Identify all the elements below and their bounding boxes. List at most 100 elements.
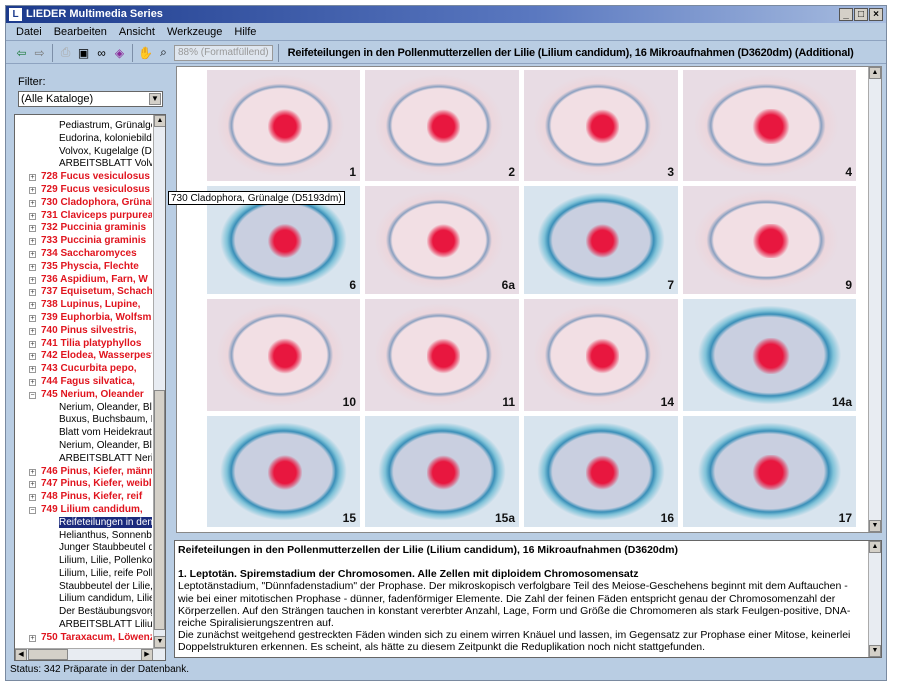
tree-item[interactable]: +735 Physcia, Flechte <box>15 261 152 274</box>
tree-item[interactable]: Buxus, Buchsbaum, B <box>15 414 152 427</box>
micrograph-2[interactable]: 2 <box>365 70 519 181</box>
micrograph-9[interactable]: 9 <box>683 186 856 294</box>
expand-icon[interactable]: + <box>29 174 36 182</box>
expand-icon[interactable]: + <box>29 302 36 310</box>
micrograph-15[interactable]: 15 <box>207 416 360 527</box>
tree-item[interactable]: ARBEITSBLATT Nerium <box>15 453 152 466</box>
scroll-up-button[interactable]: ▲ <box>869 67 881 79</box>
tree-item[interactable]: Lilium, Lilie, Pollenkorn <box>15 555 152 568</box>
micrograph-11[interactable]: 11 <box>365 299 519 411</box>
description-pane[interactable]: Reifeteilungen in den Pollenmutterzellen… <box>174 540 882 658</box>
hand-icon[interactable]: ✋ <box>138 45 153 60</box>
micrograph-6a[interactable]: 6a <box>365 186 519 294</box>
tree-item[interactable]: Volvox, Kugelalge (D <box>15 146 152 159</box>
tree-item[interactable]: +732 Puccinia graminis <box>15 222 152 235</box>
print-icon[interactable]: ⎙ <box>60 45 71 59</box>
micrograph-7[interactable]: 7 <box>524 186 678 294</box>
fullscreen-icon[interactable]: ▣ <box>77 45 90 60</box>
magnifier-icon[interactable]: ⌕ <box>160 45 167 59</box>
expand-icon[interactable]: + <box>29 263 36 271</box>
scrollbar-thumb[interactable] <box>28 649 68 660</box>
expand-icon[interactable]: + <box>29 378 36 386</box>
scroll-up-button[interactable]: ▲ <box>154 115 165 127</box>
micrograph-4[interactable]: 4 <box>683 70 856 181</box>
expand-icon[interactable]: + <box>29 238 36 246</box>
tree-item[interactable]: Staubbeutel der Lilie, <box>15 581 152 594</box>
micrograph-16[interactable]: 16 <box>524 416 678 527</box>
tree-item[interactable]: +729 Fucus vesiculosus <box>15 184 152 197</box>
tree-item[interactable]: +737 Equisetum, Schachtelhalm <box>15 286 152 299</box>
tree-item[interactable]: +734 Saccharomyces <box>15 248 152 261</box>
image-viewer[interactable]: 1 2 3 4 6 6a 7 9 10 11 14 14a 15 15a 16 17 ▲ ▼ <box>176 66 882 533</box>
micrograph-14a[interactable]: 14a <box>683 299 856 411</box>
expand-icon[interactable]: + <box>29 250 36 258</box>
tree-item[interactable]: ARBEITSBLATT Volvox <box>15 158 152 171</box>
expand-icon[interactable]: + <box>29 212 36 220</box>
catalog-filter-select[interactable]: (Alle Kataloge) ▼ <box>18 91 163 107</box>
book-icon[interactable]: ◈ <box>114 45 125 60</box>
menu-bearbeiten[interactable]: Bearbeiten <box>53 26 107 38</box>
binoculars-icon[interactable]: ∞ <box>97 45 106 60</box>
micrograph-14[interactable]: 14 <box>524 299 678 411</box>
expand-icon[interactable]: + <box>29 353 36 361</box>
micrograph-1[interactable]: 1 <box>207 70 360 181</box>
collapse-icon[interactable]: − <box>29 391 36 399</box>
expand-icon[interactable]: + <box>29 186 36 194</box>
tree-item[interactable]: Nerium, Oleander, Bl <box>15 440 152 453</box>
expand-icon[interactable]: + <box>29 327 36 335</box>
tree-item[interactable]: +748 Pinus, Kiefer, reif <box>15 491 152 504</box>
scroll-down-button[interactable]: ▼ <box>154 636 165 648</box>
tree-item[interactable]: +739 Euphorbia, Wolfsmilch <box>15 312 152 325</box>
catalog-tree[interactable]: Pediastrum, Grünalge Eudorina, koloniebil… <box>14 114 166 661</box>
tree-item[interactable]: −749 Lilium candidum, <box>15 504 152 517</box>
scroll-down-button[interactable]: ▼ <box>869 520 881 532</box>
expand-icon[interactable]: + <box>29 494 36 502</box>
tree-item[interactable]: Junger Staubbeutel d <box>15 542 152 555</box>
minimize-button[interactable]: _ <box>839 8 853 21</box>
back-arrow-icon[interactable]: ⇦ <box>16 45 27 60</box>
micrograph-10[interactable]: 10 <box>207 299 360 411</box>
tree-item[interactable]: Helianthus, Sonnenblume <box>15 530 152 543</box>
tree-item[interactable]: −745 Nerium, Oleander <box>15 389 152 402</box>
tree-item[interactable]: +741 Tilia platyphyllos <box>15 338 152 351</box>
expand-icon[interactable]: + <box>29 225 36 233</box>
tree-item[interactable]: Blatt vom Heidekraut <box>15 427 152 440</box>
description-scrollbar[interactable]: ▲ ▼ <box>868 541 881 657</box>
forward-arrow-icon[interactable]: ⇨ <box>34 45 45 60</box>
micrograph-15a[interactable]: 15a <box>365 416 519 527</box>
expand-icon[interactable]: + <box>29 366 36 374</box>
tree-item[interactable]: +743 Cucurbita pepo, <box>15 363 152 376</box>
close-button[interactable]: × <box>869 8 883 21</box>
tree-item[interactable]: +747 Pinus, Kiefer, weibl <box>15 478 152 491</box>
tree-item[interactable]: +728 Fucus vesiculosus <box>15 171 152 184</box>
micrograph-3[interactable]: 3 <box>524 70 678 181</box>
menu-hilfe[interactable]: Hilfe <box>234 26 257 38</box>
tree-item[interactable]: +740 Pinus silvestris, <box>15 325 152 338</box>
expand-icon[interactable]: + <box>29 276 36 284</box>
menu-datei[interactable]: Datei <box>16 26 42 38</box>
expand-icon[interactable]: + <box>29 481 36 489</box>
zoom-level-field[interactable]: 88% (Formatfüllend) <box>174 44 273 61</box>
expand-icon[interactable]: + <box>29 340 36 348</box>
tree-item[interactable]: Eudorina, koloniebildende <box>15 133 152 146</box>
expand-icon[interactable]: + <box>29 634 36 642</box>
tree-item[interactable]: +736 Aspidium, Farn, W <box>15 274 152 287</box>
tree-item[interactable]: +738 Lupinus, Lupine, <box>15 299 152 312</box>
collapse-icon[interactable]: − <box>29 506 36 514</box>
menu-werkzeuge[interactable]: Werkzeuge <box>166 26 223 38</box>
tree-item[interactable]: +744 Fagus silvatica, <box>15 376 152 389</box>
micrograph-17[interactable]: 17 <box>683 416 856 527</box>
tree-item[interactable]: Lilium, Lilie, reife Pollen <box>15 568 152 581</box>
expand-icon[interactable]: + <box>29 314 36 322</box>
menu-ansicht[interactable]: Ansicht <box>118 26 155 38</box>
tree-item[interactable]: Lilium candidum, Lilie <box>15 593 152 606</box>
tree-item[interactable]: +733 Puccinia graminis <box>15 235 152 248</box>
tree-item[interactable]: +746 Pinus, Kiefer, männl <box>15 466 152 479</box>
expand-icon[interactable]: + <box>29 199 36 207</box>
chevron-down-icon[interactable]: ▼ <box>149 93 161 105</box>
tree-horizontal-scrollbar[interactable]: ◀ ▶ <box>15 648 165 660</box>
scroll-right-button[interactable]: ▶ <box>141 649 153 660</box>
expand-icon[interactable]: + <box>29 289 36 297</box>
expand-icon[interactable]: + <box>29 468 36 476</box>
tree-item[interactable]: ARBEITSBLATT Lilium <box>15 619 152 632</box>
